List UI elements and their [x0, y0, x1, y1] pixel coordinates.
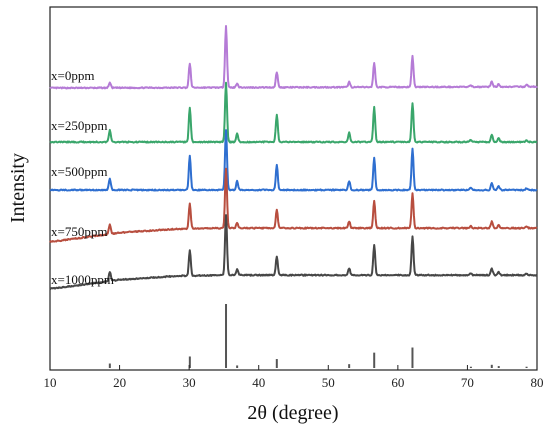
y-axis-title: Intensity — [7, 153, 29, 223]
plot-frame — [49, 6, 538, 371]
x-axis-title: 2θ (degree) — [247, 402, 338, 424]
reference-pattern — [108, 304, 528, 368]
x-tick-label: 30 — [183, 375, 196, 390]
series-layer — [49, 25, 538, 291]
series-line — [49, 129, 538, 192]
series-line — [49, 214, 538, 291]
x-tick-label: 80 — [531, 375, 544, 390]
series-line — [49, 81, 538, 144]
series-label: x=250ppm — [51, 118, 107, 133]
series-label: x=1000ppm — [51, 272, 114, 287]
series-line — [49, 167, 538, 243]
x-tick-label: 10 — [44, 375, 57, 390]
x-tick-label: 60 — [391, 375, 404, 390]
series-line — [49, 25, 538, 90]
x-tick-label: 50 — [322, 375, 335, 390]
x-tick-label: 70 — [461, 375, 474, 390]
series-label: x=0ppm — [51, 68, 94, 83]
x-tick-label: 40 — [252, 375, 265, 390]
series-labels: x=0ppm x=250ppm x=500ppm x=750ppm x=1000ppm — [51, 68, 114, 287]
series-label: x=750ppm — [51, 224, 107, 239]
x-tick-label: 20 — [113, 375, 126, 390]
x-axis: 10 20 30 40 50 60 70 80 — [44, 365, 544, 390]
series-label: x=500ppm — [51, 164, 107, 179]
